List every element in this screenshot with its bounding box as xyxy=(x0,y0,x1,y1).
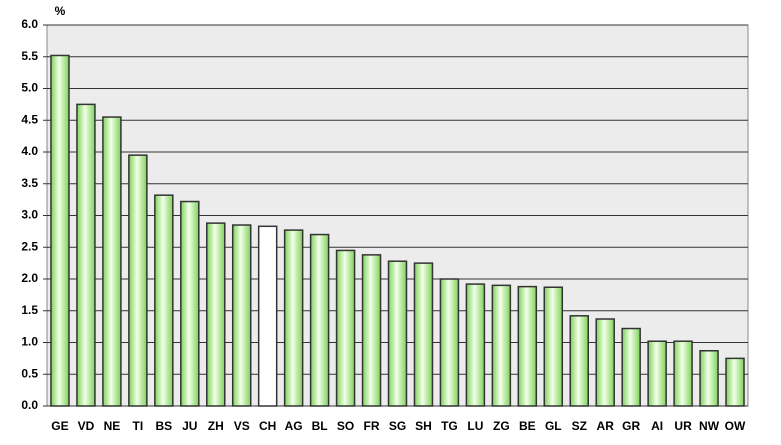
bar xyxy=(439,278,460,407)
x-tick-label: AI xyxy=(651,419,663,433)
bar xyxy=(180,200,200,407)
y-tick-label: 6.0 xyxy=(21,17,38,31)
bar xyxy=(257,225,278,407)
bar xyxy=(128,154,148,407)
y-tick-label: 1.5 xyxy=(21,303,38,317)
bar xyxy=(206,222,226,407)
x-tick-label: LU xyxy=(467,419,483,433)
y-tick-label: 0.5 xyxy=(21,366,38,380)
bar xyxy=(491,284,512,407)
bar xyxy=(154,194,174,407)
x-tick-label: SG xyxy=(389,419,406,433)
bar xyxy=(673,340,693,407)
y-tick-label: 2.5 xyxy=(21,239,38,253)
y-tick-label: 5.0 xyxy=(21,81,38,95)
bar xyxy=(76,103,96,407)
y-tick-label: 4.0 xyxy=(21,144,38,158)
y-axis-label: % xyxy=(55,4,66,18)
y-tick-label: 3.0 xyxy=(21,208,38,222)
x-tick-label: ZH xyxy=(208,419,224,433)
x-tick-label: JU xyxy=(182,419,197,433)
x-tick-label: AG xyxy=(285,419,303,433)
bar xyxy=(569,315,589,407)
bar xyxy=(102,116,122,407)
x-tick-label: FR xyxy=(364,419,380,433)
x-tick-label: ZG xyxy=(493,419,510,433)
bar xyxy=(621,327,641,407)
x-tick-label: BS xyxy=(155,419,172,433)
bar xyxy=(283,229,304,407)
bar xyxy=(595,318,615,407)
x-tick-label: AR xyxy=(597,419,615,433)
bar xyxy=(309,233,330,407)
bar xyxy=(699,350,719,407)
bar xyxy=(231,224,252,407)
x-tick-label: GL xyxy=(545,419,562,433)
bar xyxy=(361,254,382,407)
bar xyxy=(647,340,667,407)
x-tick-label: VD xyxy=(78,419,95,433)
bar xyxy=(50,54,70,407)
bar xyxy=(335,249,356,407)
x-tick-label: GR xyxy=(622,419,640,433)
x-tick-label: SH xyxy=(415,419,432,433)
bar xyxy=(543,286,564,407)
x-tick-label: OW xyxy=(725,419,746,433)
y-tick-label: 1.0 xyxy=(21,335,38,349)
y-tick-label: 5.5 xyxy=(21,49,38,63)
x-tick-label: BL xyxy=(312,419,328,433)
x-tick-label: VS xyxy=(234,419,250,433)
bar xyxy=(465,283,486,407)
x-tick-label: UR xyxy=(674,419,692,433)
x-tick-label: TG xyxy=(441,419,458,433)
y-tick-label: 0.0 xyxy=(21,398,38,412)
bar xyxy=(413,262,434,407)
x-tick-label: TI xyxy=(133,419,144,433)
y-tick-label: 4.5 xyxy=(21,112,38,126)
x-tick-label: CH xyxy=(259,419,276,433)
bar xyxy=(387,260,408,407)
x-tick-label: GE xyxy=(51,419,68,433)
x-tick-label: BE xyxy=(519,419,536,433)
bar xyxy=(725,357,745,407)
x-tick-label: NE xyxy=(104,419,121,433)
x-tick-label: SZ xyxy=(572,419,587,433)
y-tick-label: 2.0 xyxy=(21,271,38,285)
y-tick-label: 3.5 xyxy=(21,176,38,190)
bar xyxy=(517,285,538,407)
x-tick-label: NW xyxy=(699,419,720,433)
x-tick-label: SO xyxy=(337,419,354,433)
